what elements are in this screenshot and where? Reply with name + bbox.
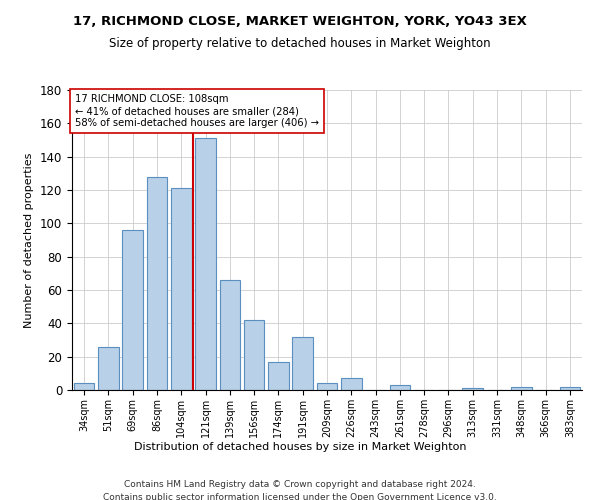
Bar [220,280,240,390]
Bar [122,230,143,390]
Bar [98,346,119,390]
Text: Size of property relative to detached houses in Market Weighton: Size of property relative to detached ho… [109,38,491,51]
Text: Distribution of detached houses by size in Market Weighton: Distribution of detached houses by size … [134,442,466,452]
Bar [389,385,410,390]
Bar [317,384,337,390]
Bar [146,176,167,390]
Y-axis label: Number of detached properties: Number of detached properties [25,152,34,328]
Bar [244,320,265,390]
Bar [560,386,580,390]
Text: Contains public sector information licensed under the Open Government Licence v3: Contains public sector information licen… [103,492,497,500]
Bar [511,386,532,390]
Text: Contains HM Land Registry data © Crown copyright and database right 2024.: Contains HM Land Registry data © Crown c… [124,480,476,489]
Bar [195,138,216,390]
Bar [171,188,191,390]
Bar [74,384,94,390]
Bar [268,362,289,390]
Bar [341,378,362,390]
Bar [463,388,483,390]
Bar [292,336,313,390]
Text: 17, RICHMOND CLOSE, MARKET WEIGHTON, YORK, YO43 3EX: 17, RICHMOND CLOSE, MARKET WEIGHTON, YOR… [73,15,527,28]
Text: 17 RICHMOND CLOSE: 108sqm
← 41% of detached houses are smaller (284)
58% of semi: 17 RICHMOND CLOSE: 108sqm ← 41% of detac… [74,94,319,128]
